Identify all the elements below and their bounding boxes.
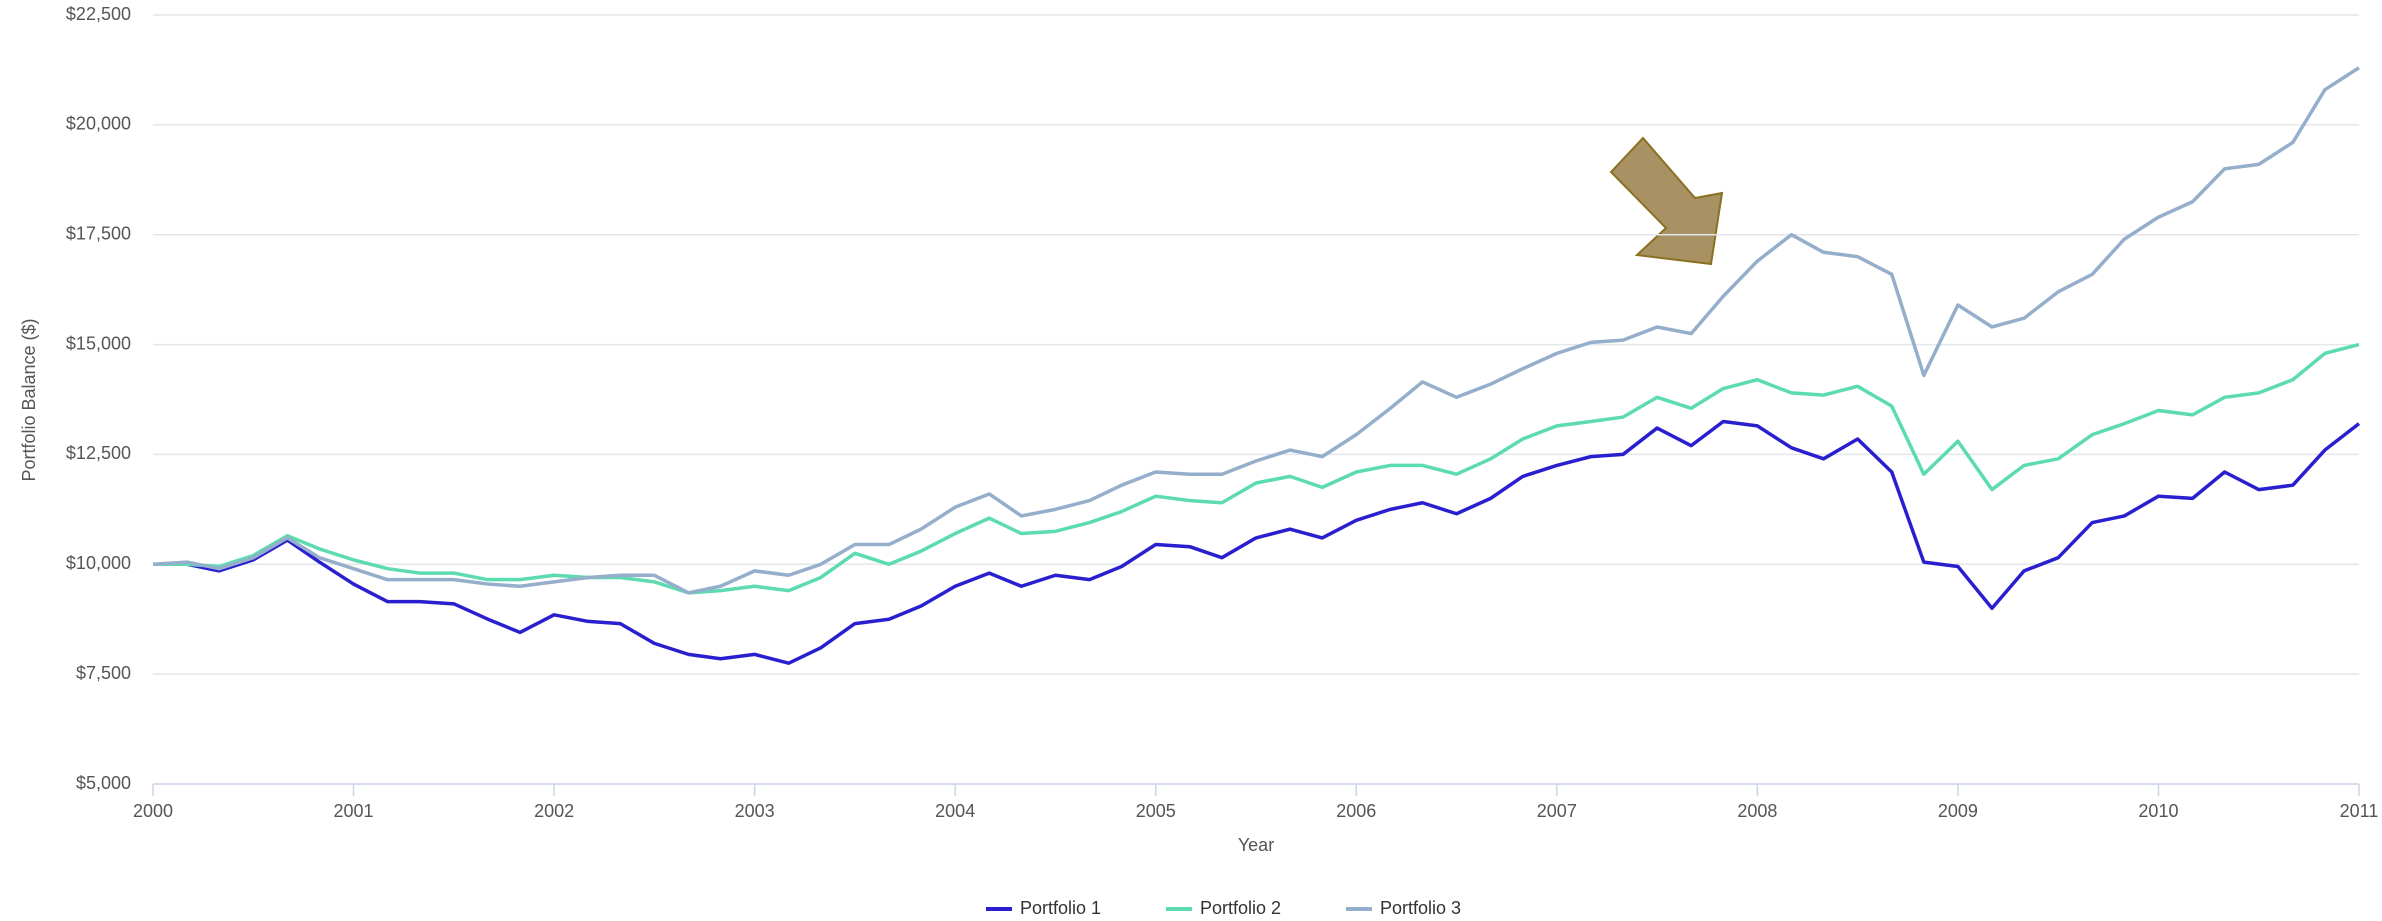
y-tick-label: $20,000 (66, 114, 131, 134)
arrow-annotation (1609, 136, 1724, 266)
legend-label: Portfolio 2 (1200, 898, 1281, 918)
x-tick-label: 2008 (1737, 801, 1777, 821)
y-tick-label: $22,500 (66, 4, 131, 24)
series-line (153, 419, 2361, 665)
x-tick-label: 2010 (2138, 801, 2178, 821)
y-axis-title: Portfolio Balance ($) (19, 318, 39, 481)
series-line (153, 342, 2360, 595)
y-tick-label: $12,500 (66, 443, 131, 463)
x-tick-label: 2002 (534, 801, 574, 821)
y-tick-label: $5,000 (76, 773, 131, 793)
x-tick-label: 2003 (735, 801, 775, 821)
x-axis-title: Year (1238, 835, 1274, 855)
y-tick-label: $10,000 (66, 553, 131, 573)
y-tick-label: $15,000 (66, 333, 131, 353)
series-line (152, 66, 2360, 595)
x-tick-label: 2011 (2340, 801, 2379, 821)
y-tick-label: $7,500 (76, 663, 131, 683)
x-tick-label: 2007 (1537, 801, 1577, 821)
x-tick-label: 2000 (133, 801, 173, 821)
y-tick-label: $17,500 (66, 223, 131, 243)
legend-label: Portfolio 1 (1020, 898, 1101, 918)
x-tick-label: 2001 (334, 801, 374, 821)
x-tick-label: 2006 (1336, 801, 1376, 821)
legend-label: Portfolio 3 (1380, 898, 1461, 918)
x-tick-label: 2009 (1938, 801, 1978, 821)
x-tick-label: 2005 (1136, 801, 1176, 821)
x-tick-label: 2004 (935, 801, 975, 821)
